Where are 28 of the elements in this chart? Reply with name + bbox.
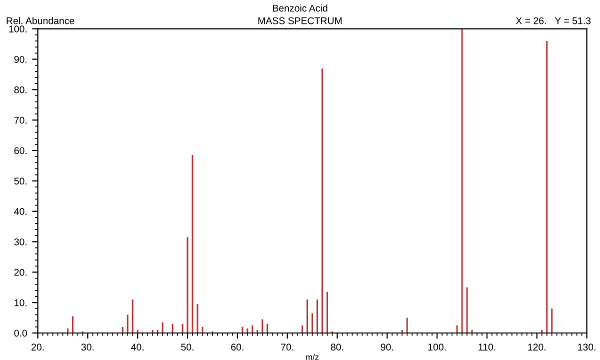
x-tick-label: 110. — [478, 344, 496, 351]
x-axis-title: m/z — [306, 354, 319, 360]
x-tick-label: 80. — [330, 344, 344, 351]
x-tick-label: 30. — [81, 344, 94, 351]
y-tick-label: 20. — [14, 268, 26, 276]
y-tick-label: 10. — [14, 299, 26, 306]
x-tick-label: 20. — [32, 344, 44, 351]
x-tick-label: 90. — [380, 344, 394, 351]
y-tick-label: 30. — [14, 238, 26, 246]
y-tick-label: 60. — [14, 147, 26, 154]
x-tick-label: 100. — [428, 344, 446, 351]
y-tick-label: 0.0 — [14, 330, 28, 337]
y-tick-label: 80. — [14, 86, 26, 94]
x-tick-label: 70. — [281, 344, 294, 351]
x-tick-label: 50. — [181, 344, 194, 351]
x-tick-label: 120. — [528, 344, 546, 351]
x-tick-label: 130. — [578, 344, 596, 351]
y-tick-label: 70. — [14, 116, 26, 124]
x-tick-label: 60. — [231, 344, 244, 351]
x-tick-label: 40. — [131, 344, 144, 351]
y-tick-label: 40. — [14, 208, 26, 215]
y-tick-label: 50. — [14, 178, 26, 185]
chart-title: Benzoic Acid — [272, 4, 328, 12]
text: X = 26. Y = 51.3 — [516, 17, 591, 24]
y-tick-label: 100. — [9, 26, 26, 32]
y-axis-title: Rel. Abundance — [6, 17, 74, 24]
y-tick-label: 90. — [14, 56, 26, 63]
chart-subtitle: MASS SPECTRUM — [258, 17, 342, 24]
